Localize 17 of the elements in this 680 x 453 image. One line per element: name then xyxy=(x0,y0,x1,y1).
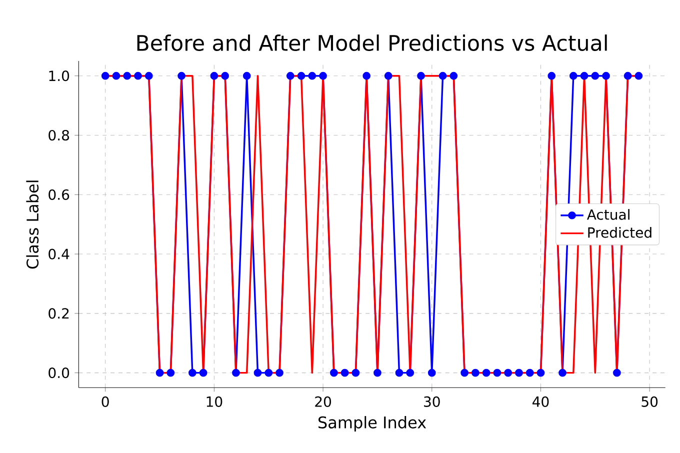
legend-label: Actual xyxy=(586,209,630,220)
x-tick-label: 50 xyxy=(642,396,658,407)
y-tick-label: 1.0 xyxy=(49,70,70,82)
x-tick-label: 0 xyxy=(102,396,109,407)
y-tick-label: 0.4 xyxy=(48,248,70,260)
y-axis-title: Class Label xyxy=(26,180,39,269)
x-tick-label: 10 xyxy=(206,396,222,407)
chart-title: Before and After Model Predictions vs Actual xyxy=(137,34,607,52)
legend-label: Predicted xyxy=(588,226,652,238)
x-tick-label: 30 xyxy=(424,396,440,407)
y-tick-label: 0.8 xyxy=(48,130,70,141)
x-axis-title: Sample Index xyxy=(318,416,426,432)
y-tick-label: 0.2 xyxy=(48,308,69,319)
x-tick-label: 40 xyxy=(532,396,549,407)
y-tick-label: 0.0 xyxy=(48,368,70,378)
x-tick-label: 20 xyxy=(315,396,332,407)
y-tick-label: 0.6 xyxy=(48,189,70,200)
